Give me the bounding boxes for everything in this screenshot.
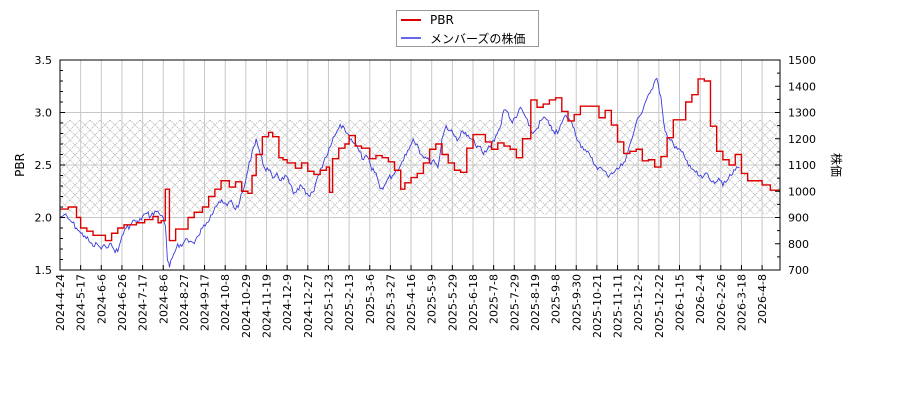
x-tick-label: 2024-12-27	[302, 274, 315, 338]
x-tick-label: 2025-10-21	[591, 274, 604, 338]
pbr-line	[60, 78, 780, 242]
x-tick-label: 2026-2-4	[694, 274, 707, 324]
legend-label-pbr: PBR	[430, 13, 454, 27]
left-tick-label: 2.5	[35, 159, 53, 172]
x-tick-label: 2025-1-23	[322, 274, 335, 331]
x-tick-label: 2025-3-6	[364, 274, 377, 324]
left-tick-label: 3.0	[35, 107, 53, 120]
right-tick-label: 1500	[788, 54, 816, 67]
right-tick-label: 1200	[788, 133, 816, 146]
x-tick-label: 2024-10-29	[240, 274, 253, 338]
left-tick-label: 2.0	[35, 212, 53, 225]
x-tick-label: 2024-4-24	[54, 274, 67, 331]
x-tick-label: 2025-12-2	[632, 274, 645, 331]
pbr-swatch-icon	[401, 19, 421, 21]
x-tick-label: 2024-12-9	[281, 274, 294, 331]
right-axis-title: 株価	[829, 153, 844, 177]
x-tick-label: 2025-4-16	[405, 274, 418, 331]
x-tick-label: 2025-7-29	[508, 274, 521, 331]
x-tick-label: 2025-9-30	[570, 274, 583, 331]
left-tick-label: 3.5	[35, 54, 53, 67]
x-tick-label: 2025-9-8	[550, 274, 563, 324]
x-tick-label: 2025-7-8	[488, 274, 501, 324]
right-tick-label: 700	[788, 264, 809, 277]
x-tick-label: 2024-11-19	[261, 274, 274, 338]
x-tick-label: 2025-5-9	[426, 274, 439, 324]
x-tick-label: 2025-12-22	[653, 274, 666, 338]
x-tick-label: 2025-2-13	[343, 274, 356, 331]
x-tick-label: 2024-10-8	[219, 274, 232, 331]
shaded-band	[60, 119, 780, 215]
x-tick-label: 2026-2-26	[715, 274, 728, 331]
x-tick-label: 2026-3-18	[735, 274, 748, 331]
x-tick-label: 2024-7-17	[137, 274, 150, 331]
x-tick-label: 2024-5-17	[75, 274, 88, 331]
right-tick-label: 900	[788, 212, 809, 225]
legend-label-price: メンバーズの株価	[430, 31, 526, 46]
x-axis: 2024-4-24 2024-5-17 2024-6-6 2024-6-26 2024-…	[54, 265, 769, 338]
legend-item-price: メンバーズの株価	[401, 30, 525, 46]
x-tick-label: 2025-11-11	[612, 274, 625, 338]
x-tick-label: 2024-9-17	[199, 274, 212, 331]
right-tick-label: 800	[788, 238, 809, 251]
left-axis-title: PBR	[13, 153, 27, 177]
right-tick-label: 1400	[788, 80, 816, 93]
right-tick-label: 1100	[788, 159, 816, 172]
x-tick-label: 2024-8-6	[157, 274, 170, 324]
right-tick-label: 1000	[788, 185, 816, 198]
x-tick-label: 2024-6-26	[116, 274, 129, 331]
left-y-axis: 1.5 2.0 2.5 3.0 3.5	[35, 54, 65, 277]
x-tick-label: 2026-1-15	[674, 274, 687, 331]
legend: PBR メンバーズの株価	[396, 10, 539, 47]
price-swatch-icon	[401, 37, 421, 39]
right-tick-label: 1300	[788, 107, 816, 120]
left-tick-label: 1.5	[35, 264, 53, 277]
x-tick-label: 2025-5-29	[446, 274, 459, 331]
x-tick-label: 2024-6-6	[95, 274, 108, 324]
x-tick-label: 2025-6-18	[467, 274, 480, 331]
right-y-axis: 700 800 900 1000 1100 1200 1300 1400 1500	[775, 54, 816, 277]
x-tick-label: 2025-8-19	[529, 274, 542, 331]
x-tick-label: 2026-4-8	[756, 274, 769, 324]
legend-item-pbr: PBR	[401, 12, 454, 28]
x-tick-label: 2024-8-27	[178, 274, 191, 331]
x-tick-label: 2025-3-27	[384, 274, 397, 331]
